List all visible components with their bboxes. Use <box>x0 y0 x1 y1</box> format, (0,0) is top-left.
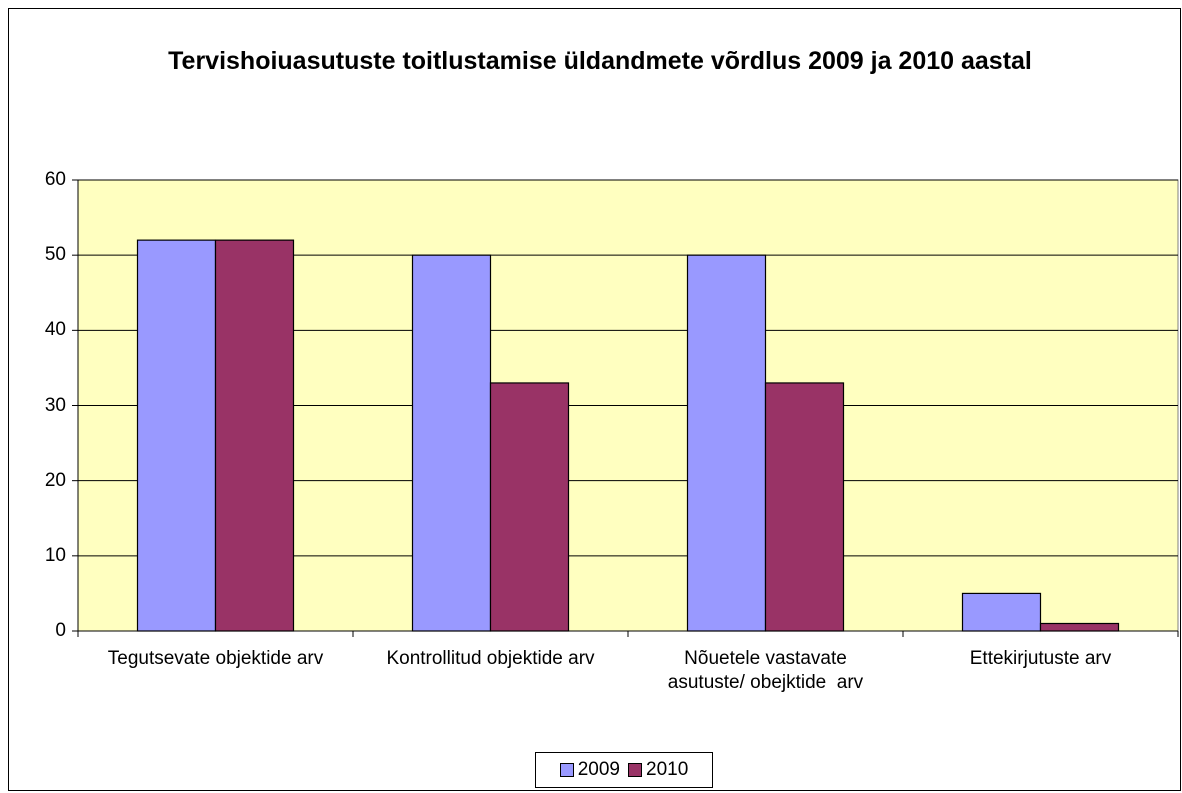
y-tick-label: 60 <box>44 169 66 190</box>
legend: 2009 2010 <box>535 752 713 788</box>
chart-title: Tervishoiuasutuste toitlustamise üldandm… <box>168 47 1032 75</box>
y-tick-label: 30 <box>44 394 66 416</box>
bar <box>411 254 492 632</box>
legend-item: 2010 <box>628 759 688 781</box>
x-tick-label: Ettekirjutuste arv <box>969 648 1112 669</box>
bar <box>214 239 295 632</box>
legend-swatch <box>628 763 642 777</box>
legend-swatch <box>559 763 574 777</box>
bar <box>489 382 570 632</box>
bar <box>686 254 767 632</box>
x-tick-label: Tegutsevate objektide arv <box>107 648 324 669</box>
chart-border <box>8 8 1181 791</box>
x-tick-label: Nõuetele vastavate asutuste/ obejktide a… <box>667 648 864 693</box>
legend-item: 2009 <box>559 759 620 781</box>
legend-label: 2009 <box>577 759 620 780</box>
legend-label: 2010 <box>646 759 689 780</box>
y-tick-label: 0 <box>55 620 66 641</box>
x-tick-label: Kontrollitud objektide arv <box>386 648 595 669</box>
y-tick-label: 40 <box>44 319 66 341</box>
bar <box>764 382 845 632</box>
bar <box>961 592 1042 632</box>
y-tick-label: 50 <box>44 244 66 266</box>
y-tick-label: 20 <box>44 469 66 491</box>
bar <box>1039 622 1120 632</box>
y-tick-label: 10 <box>44 544 66 566</box>
bar <box>136 239 217 632</box>
